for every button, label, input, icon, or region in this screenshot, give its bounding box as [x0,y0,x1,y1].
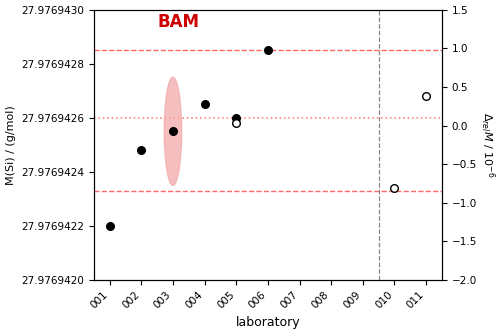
Ellipse shape [164,77,181,186]
Y-axis label: $\Delta_{rel}M$ / 10$^{-6}$: $\Delta_{rel}M$ / 10$^{-6}$ [477,112,495,178]
Text: BAM: BAM [157,13,199,31]
Y-axis label: M(Si) / (g/mol): M(Si) / (g/mol) [6,105,16,185]
X-axis label: laboratory: laboratory [235,317,300,329]
